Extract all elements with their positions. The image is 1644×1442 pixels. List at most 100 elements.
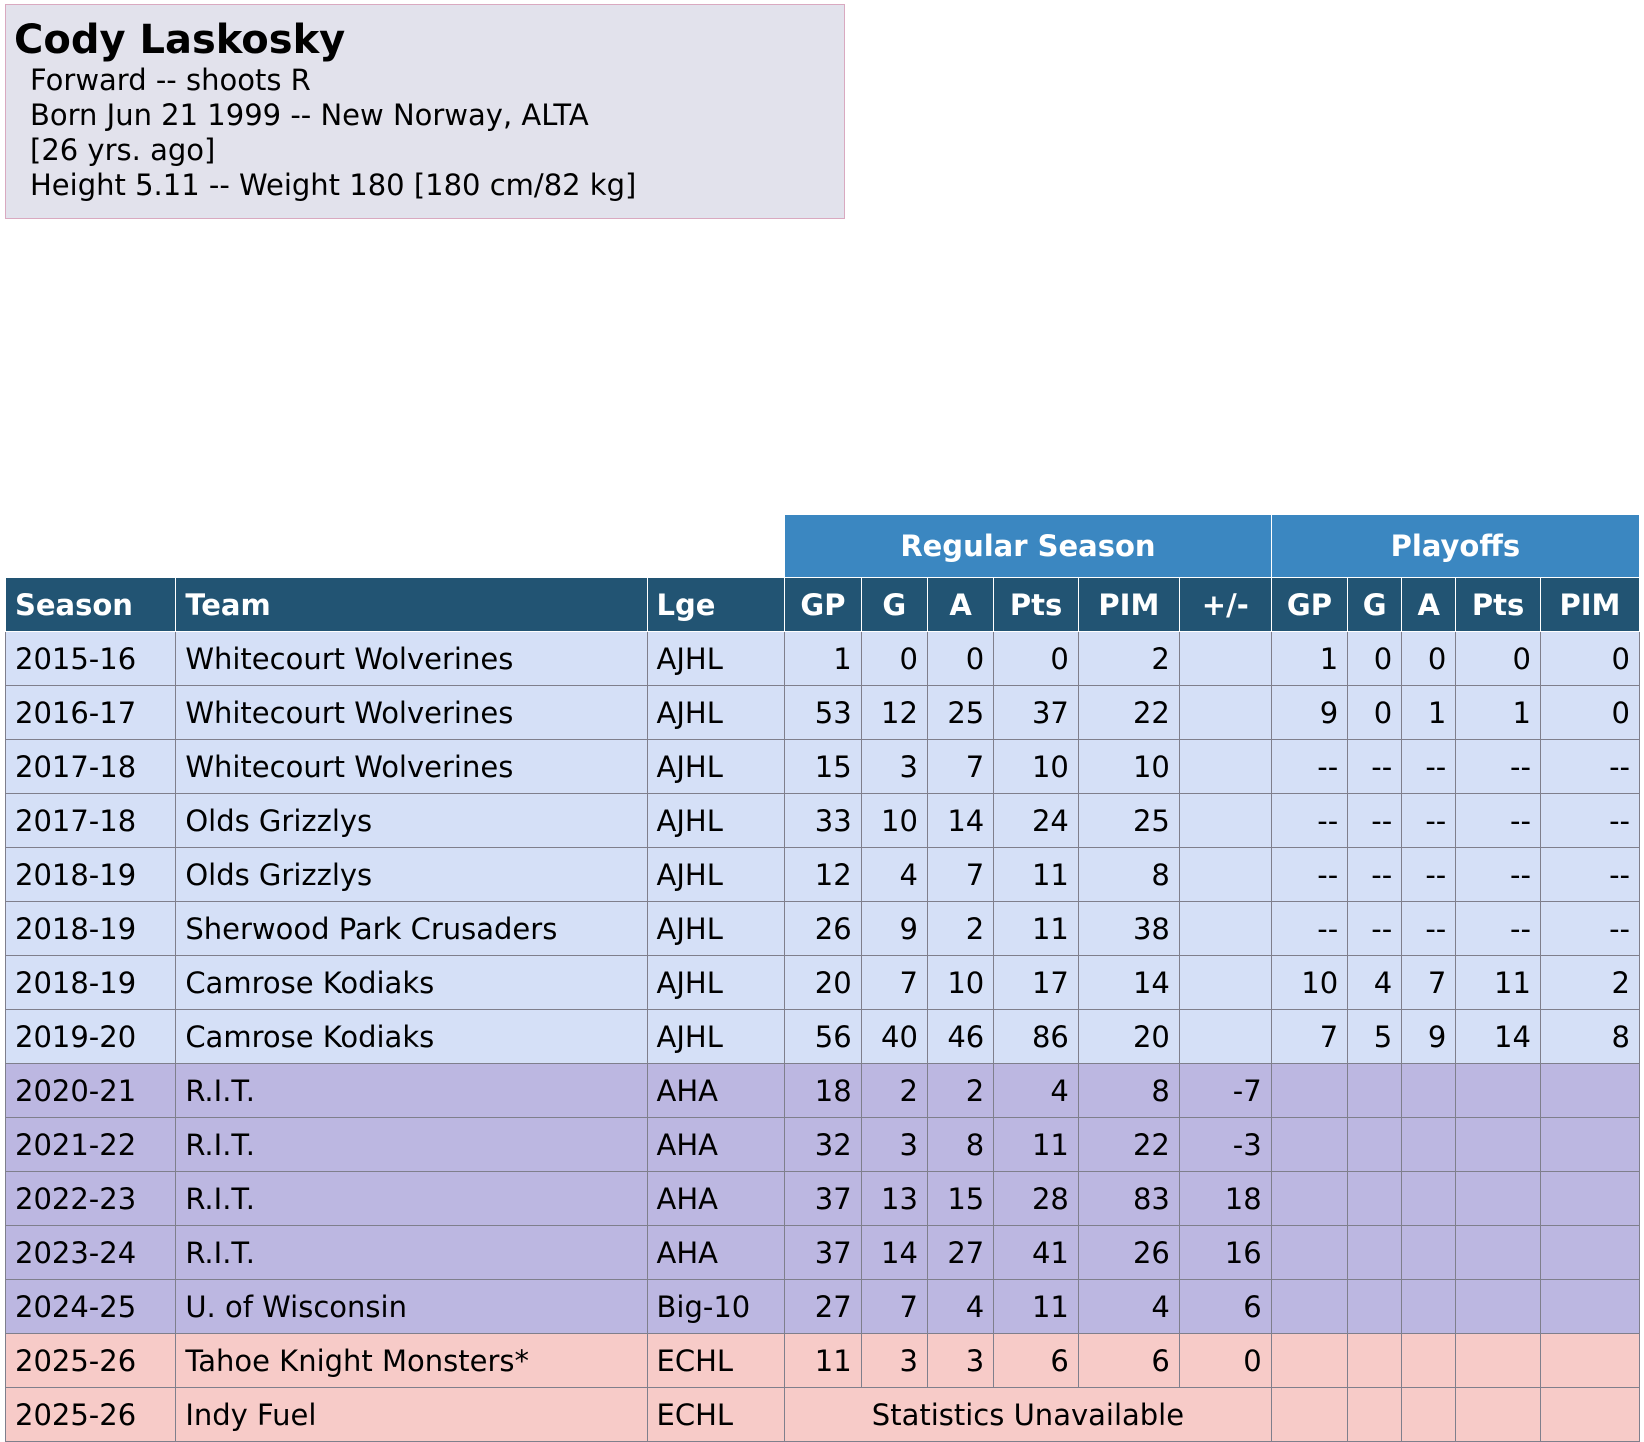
- goals-cell: 2: [860, 1063, 928, 1118]
- season-cell: 2025-26: [4, 1333, 177, 1388]
- pim-cell: 14: [1077, 955, 1180, 1010]
- team-cell: R.I.T.: [175, 1171, 648, 1226]
- playoff-gp-cell: [1270, 1333, 1349, 1388]
- assists-cell: 25: [926, 685, 995, 740]
- playoff-points-cell: [1455, 1333, 1541, 1388]
- playoff-pim-cell: --: [1539, 739, 1641, 794]
- stats-row: 2015-16 Whitecourt Wolverines AJHL 1 0 0 0 2 1 0 0…: [4, 631, 1641, 686]
- plus-minus-cell: [1178, 685, 1272, 740]
- pim-cell: 8: [1077, 1063, 1180, 1118]
- playoff-assists-cell: [1401, 1225, 1457, 1280]
- playoff-assists-cell: --: [1401, 793, 1457, 848]
- playoff-goals-cell: --: [1347, 901, 1403, 956]
- plus-minus-cell: -7: [1178, 1063, 1272, 1118]
- playoff-pim-cell: --: [1539, 901, 1641, 956]
- plus-minus-cell: [1178, 631, 1272, 686]
- season-cell: 2018-19: [4, 901, 177, 956]
- col-playoff-goals: G: [1347, 577, 1403, 632]
- playoff-gp-cell: [1270, 1387, 1349, 1442]
- gp-cell: 26: [784, 901, 862, 956]
- team-cell: Sherwood Park Crusaders: [175, 901, 648, 956]
- league-cell: ECHL: [646, 1387, 786, 1442]
- season-cell: 2017-18: [4, 739, 177, 794]
- gp-cell: 15: [784, 739, 862, 794]
- pim-cell: 4: [1077, 1279, 1180, 1334]
- league-cell: AJHL: [646, 793, 786, 848]
- league-cell: AHA: [646, 1171, 786, 1226]
- stats-row: 2019-20 Camrose Kodiaks AJHL 56 40 46 86 20 7 5 9 1…: [4, 1009, 1641, 1064]
- plus-minus-cell: 6: [1178, 1279, 1272, 1334]
- league-cell: AHA: [646, 1117, 786, 1172]
- league-cell: ECHL: [646, 1333, 786, 1388]
- goals-cell: 12: [860, 685, 928, 740]
- goals-cell: 10: [860, 793, 928, 848]
- gp-cell: 20: [784, 955, 862, 1010]
- playoff-points-cell: --: [1455, 793, 1541, 848]
- playoff-gp-cell: 10: [1270, 955, 1349, 1010]
- plus-minus-cell: 18: [1178, 1171, 1272, 1226]
- playoff-gp-cell: [1270, 1279, 1349, 1334]
- playoff-points-cell: 14: [1455, 1009, 1541, 1064]
- plus-minus-cell: [1178, 901, 1272, 956]
- team-cell: Whitecourt Wolverines: [175, 739, 648, 794]
- team-cell: Camrose Kodiaks: [175, 1009, 648, 1064]
- playoff-assists-cell: [1401, 1063, 1457, 1118]
- career-stats-table: Regular Season Playoffs Season Team Lge …: [4, 514, 1641, 1442]
- team-cell: Olds Grizzlys: [175, 847, 648, 902]
- playoff-goals-cell: 4: [1347, 955, 1403, 1010]
- size-line: Height 5.11 -- Weight 180 [180 cm/82 kg]: [30, 168, 637, 202]
- plus-minus-cell: [1178, 1009, 1272, 1064]
- team-cell: Whitecourt Wolverines: [175, 631, 648, 686]
- stats-row: 2020-21 R.I.T. AHA 18 2 2 4 8 -7: [4, 1063, 1641, 1118]
- pim-cell: 22: [1077, 1117, 1180, 1172]
- assists-cell: 2: [926, 1063, 995, 1118]
- playoff-pim-cell: [1539, 1333, 1641, 1388]
- playoff-assists-cell: [1401, 1279, 1457, 1334]
- playoff-gp-cell: [1270, 1225, 1349, 1280]
- playoff-goals-cell: [1347, 1117, 1403, 1172]
- stats-row: 2024-25 U. of Wisconsin Big-10 27 7 4 11 4 6: [4, 1279, 1641, 1334]
- season-cell: 2022-23: [4, 1171, 177, 1226]
- gp-cell: 33: [784, 793, 862, 848]
- playoff-pim-cell: [1539, 1063, 1641, 1118]
- playoff-assists-cell: 0: [1401, 631, 1457, 686]
- col-pim: PIM: [1077, 577, 1180, 632]
- goals-cell: 7: [860, 955, 928, 1010]
- stats-body: 2015-16 Whitecourt Wolverines AJHL 1 0 0 0 2 1 0 0…: [4, 631, 1641, 1442]
- pim-cell: 22: [1077, 685, 1180, 740]
- playoff-gp-cell: 9: [1270, 685, 1349, 740]
- team-cell: R.I.T.: [175, 1117, 648, 1172]
- points-cell: 10: [993, 739, 1079, 794]
- goals-cell: 40: [860, 1009, 928, 1064]
- league-cell: AJHL: [646, 631, 786, 686]
- col-plus-minus: +/-: [1178, 577, 1272, 632]
- points-cell: 6: [993, 1333, 1079, 1388]
- stats-row: 2022-23 R.I.T. AHA 37 13 15 28 83 18: [4, 1171, 1641, 1226]
- pim-cell: 6: [1077, 1333, 1180, 1388]
- stats-row: 2017-18 Olds Grizzlys AJHL 33 10 14 24 25 -- -- --…: [4, 793, 1641, 848]
- plus-minus-cell: [1178, 955, 1272, 1010]
- playoff-pim-cell: 0: [1539, 631, 1641, 686]
- team-cell: Indy Fuel: [175, 1387, 648, 1442]
- playoff-points-cell: 1: [1455, 685, 1541, 740]
- goals-cell: 7: [860, 1279, 928, 1334]
- season-cell: 2015-16: [4, 631, 177, 686]
- assists-cell: 27: [926, 1225, 995, 1280]
- playoff-goals-cell: 5: [1347, 1009, 1403, 1064]
- pim-cell: 26: [1077, 1225, 1180, 1280]
- playoff-gp-cell: --: [1270, 847, 1349, 902]
- playoff-assists-cell: 7: [1401, 955, 1457, 1010]
- pim-cell: 20: [1077, 1009, 1180, 1064]
- plus-minus-cell: 0: [1178, 1333, 1272, 1388]
- playoff-gp-cell: [1270, 1117, 1349, 1172]
- playoff-gp-cell: --: [1270, 901, 1349, 956]
- gp-cell: 53: [784, 685, 862, 740]
- season-cell: 2021-22: [4, 1117, 177, 1172]
- season-cell: 2016-17: [4, 685, 177, 740]
- playoffs-header: Playoffs: [1270, 514, 1641, 578]
- playoff-goals-cell: [1347, 1063, 1403, 1118]
- season-cell: 2019-20: [4, 1009, 177, 1064]
- gp-cell: 27: [784, 1279, 862, 1334]
- points-cell: 37: [993, 685, 1079, 740]
- pim-cell: 38: [1077, 901, 1180, 956]
